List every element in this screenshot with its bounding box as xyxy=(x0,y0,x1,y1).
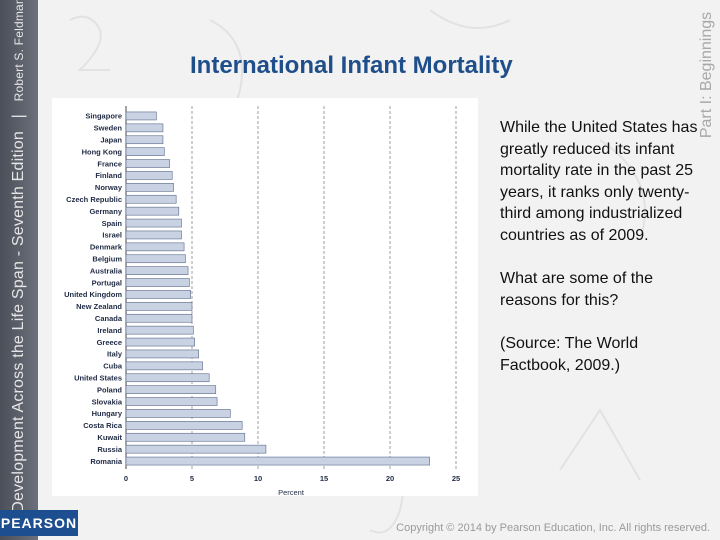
x-tick-label-20: 20 xyxy=(386,474,394,483)
category-label-australia: Australia xyxy=(90,266,123,275)
category-label-ireland: Ireland xyxy=(97,326,122,335)
bar-denmark xyxy=(125,242,185,252)
bar-romania xyxy=(125,456,430,466)
bar-norway xyxy=(125,183,174,192)
x-tick-label-10: 10 xyxy=(254,474,262,483)
category-label-israel: Israel xyxy=(102,231,122,240)
bar-germany xyxy=(125,206,180,216)
category-label-cuba: Cuba xyxy=(103,362,123,371)
bar-finland xyxy=(125,171,173,180)
category-label-germany: Germany xyxy=(89,207,122,216)
bar-ireland xyxy=(125,325,194,335)
bar-italy xyxy=(125,349,199,359)
copyright-notice: Copyright © 2014 by Pearson Education, I… xyxy=(396,522,710,534)
bar-united-states xyxy=(125,373,210,383)
author-name: Robert S. Feldman xyxy=(12,0,26,102)
bar-australia xyxy=(125,266,189,275)
bar-israel xyxy=(125,230,182,240)
bar-singapore xyxy=(125,111,157,121)
body-text: While the United States has greatly redu… xyxy=(500,117,710,398)
category-label-singapore: Singapore xyxy=(85,112,122,121)
x-axis-title: Percent xyxy=(278,488,305,496)
bar-japan xyxy=(125,135,164,145)
book-title: Development Across the Life Span - Seven… xyxy=(10,131,27,513)
category-label-slovakia: Slovakia xyxy=(92,397,123,406)
bar-united-kingdom xyxy=(125,290,191,299)
bar-sweden xyxy=(125,123,164,133)
category-label-denmark: Denmark xyxy=(90,243,123,252)
category-label-poland: Poland xyxy=(97,385,122,394)
category-label-canada: Canada xyxy=(95,314,123,323)
bar-portugal xyxy=(125,278,190,287)
category-label-kuwait: Kuwait xyxy=(97,433,122,442)
bar-france xyxy=(125,159,170,168)
category-label-romania: Romania xyxy=(90,457,123,466)
bar-costa-rica xyxy=(125,421,243,430)
category-label-new-zealand: New Zealand xyxy=(76,302,122,311)
bar-cuba xyxy=(125,361,203,371)
bar-poland xyxy=(125,385,217,394)
separator: | xyxy=(10,113,27,119)
bar-slovakia xyxy=(125,397,218,406)
bar-spain xyxy=(125,218,182,228)
bar-new-zealand xyxy=(125,302,193,311)
paragraph-statement: While the United States has greatly redu… xyxy=(500,119,698,244)
category-label-hungary: Hungary xyxy=(92,409,123,418)
bar-kuwait xyxy=(125,432,246,442)
sidebar: Development Across the Life Span - Seven… xyxy=(0,0,38,540)
category-label-hong-kong: Hong Kong xyxy=(82,147,123,156)
category-label-costa-rica: Costa Rica xyxy=(83,421,123,430)
paragraph-source: (Source: The World Factbook, 2009.) xyxy=(500,335,639,374)
category-label-sweden: Sweden xyxy=(94,124,123,133)
bar-hong-kong xyxy=(125,147,165,156)
x-tick-label-0: 0 xyxy=(124,474,128,483)
bar-hungary xyxy=(125,409,231,418)
bar-belgium xyxy=(125,254,186,264)
infant-mortality-chart: Singapore Sweden Japan Hong Kong France Finla… xyxy=(64,106,460,497)
category-label-greece: Greece xyxy=(97,338,122,347)
category-label-japan: Japan xyxy=(100,135,122,144)
category-label-italy: Italy xyxy=(107,350,123,359)
paragraph-question: What are some of the reasons for this? xyxy=(500,270,653,309)
x-tick-label-15: 15 xyxy=(320,474,328,483)
category-label-spain: Spain xyxy=(102,219,123,228)
category-label-czech-republic: Czech Republic xyxy=(66,195,122,204)
pearson-logo: PEARSON xyxy=(0,510,78,536)
bar-greece xyxy=(125,337,195,347)
bar-russia xyxy=(125,444,267,454)
x-tick-label-25: 25 xyxy=(452,474,460,483)
category-label-united-kingdom: United Kingdom xyxy=(64,290,122,299)
chart-panel: Singapore Sweden Japan Hong Kong France Finla… xyxy=(52,98,478,497)
category-label-russia: Russia xyxy=(97,445,122,454)
bar-czech-republic xyxy=(125,194,177,204)
category-label-belgium: Belgium xyxy=(92,254,122,263)
slide-title: International Infant Mortality xyxy=(190,52,513,79)
category-label-portugal: Portugal xyxy=(92,278,122,287)
category-label-norway: Norway xyxy=(95,183,123,192)
category-label-france: France xyxy=(97,159,122,168)
category-label-united-states: United States xyxy=(74,373,122,382)
book-info-vertical: Development Across the Life Span - Seven… xyxy=(10,0,28,513)
category-label-finland: Finland xyxy=(95,171,122,180)
bar-canada xyxy=(125,313,193,323)
x-tick-label-5: 5 xyxy=(190,474,194,483)
